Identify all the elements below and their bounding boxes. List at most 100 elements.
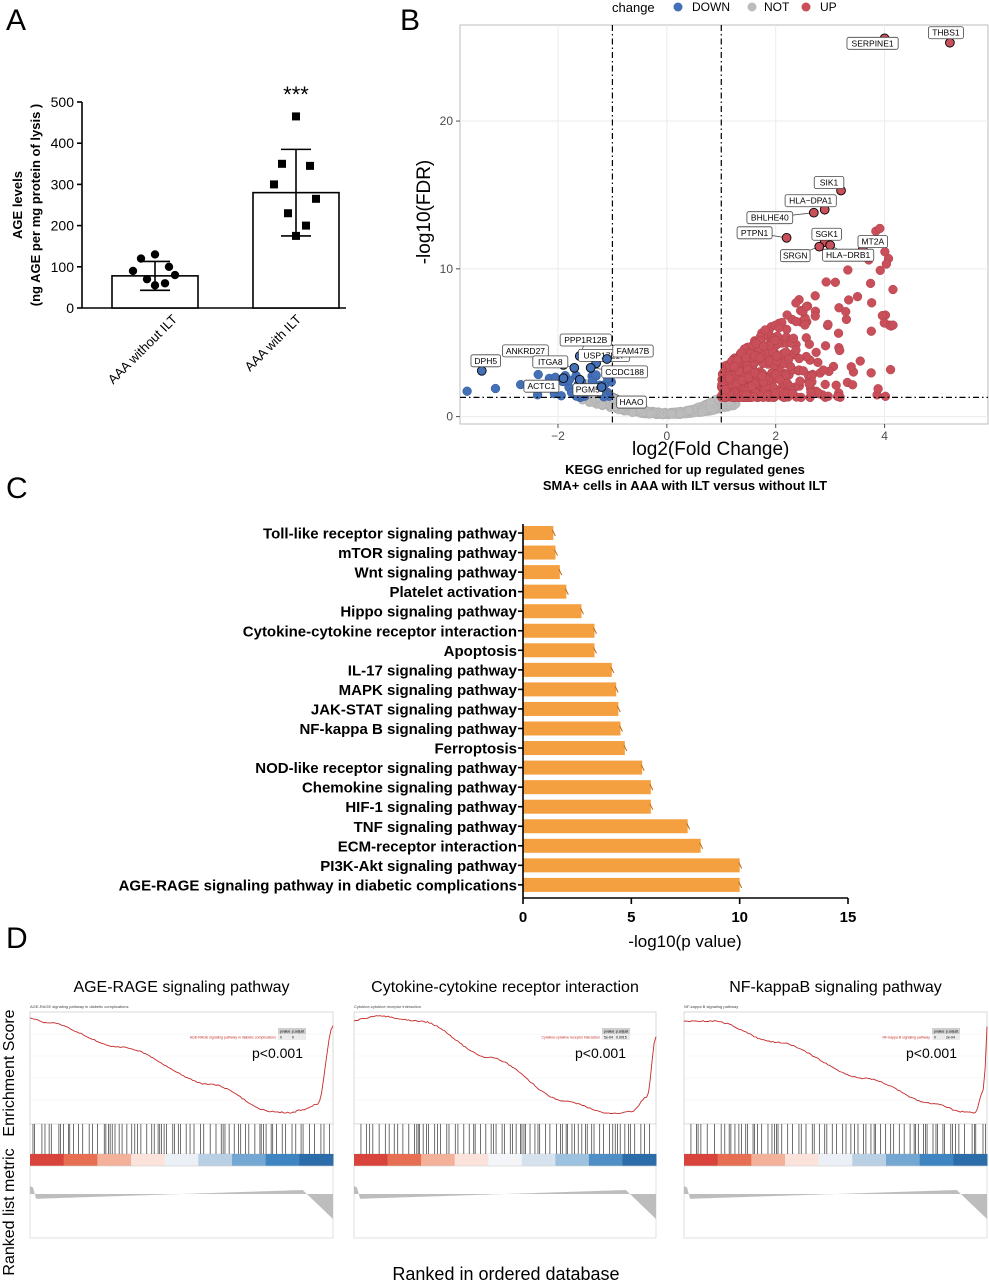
c-bar-errortick-4	[580, 607, 584, 615]
d-table-row-name-1: Cytokine-cytokine receptor interaction	[541, 1036, 600, 1040]
d-inner-title-1: Cytokine-cytokine receptor interaction	[354, 1004, 421, 1009]
d-pvalue-0: p<0.001	[252, 1045, 303, 1061]
c-category-label-12: NOD-like receptor signaling pathway	[255, 760, 517, 777]
b-labeled-point-13	[569, 362, 580, 373]
b-labeled-point-17	[558, 373, 569, 384]
a-y-tick-label-1: 100	[51, 259, 75, 275]
c-bar-errortick-2	[558, 568, 563, 576]
c-bar-18	[523, 877, 740, 892]
b-label-box-3	[784, 194, 837, 208]
c-bars: Toll-like receptor signaling pathway mTOR…	[119, 526, 743, 894]
b-point-label-10: DPH5	[474, 356, 497, 366]
b-point-label-15: FAM47B	[617, 346, 650, 356]
b-point-up	[804, 339, 814, 349]
d-heat-cell-1-5	[521, 1154, 556, 1166]
b-point-label-17: ACTC1	[527, 381, 555, 391]
b-point-label-7: SRGN	[783, 251, 808, 261]
c-bar-errortick-5	[593, 627, 597, 634]
b-point-up	[841, 307, 851, 317]
b-point-down	[533, 369, 543, 380]
c-bar-errortick-6	[593, 647, 597, 654]
a-point-1-7	[292, 231, 300, 240]
d-table-cell-1-2: 2e-04	[946, 1036, 955, 1040]
b-label-box-6	[811, 227, 842, 241]
c-bar-errortick-17	[738, 862, 743, 869]
b-grid	[460, 25, 988, 424]
b-point-up	[843, 265, 853, 275]
b-point-up	[804, 379, 814, 389]
c-category-label-2: Wnt signaling pathway	[354, 565, 517, 582]
panel-letter-c: C	[6, 472, 28, 505]
b-point-up	[787, 388, 797, 399]
b-point-up	[873, 384, 883, 394]
c-bar-errortick-8	[614, 686, 619, 693]
b-point-up	[806, 387, 816, 398]
b-point-not	[705, 397, 715, 407]
d-barcode-2	[683, 1123, 988, 1155]
a-point-0-3	[128, 266, 138, 276]
a-y-tick-label-5: 500	[51, 94, 75, 110]
c-bar-15	[523, 819, 688, 834]
d-x-axis-label: Ranked in ordered database	[392, 1264, 619, 1284]
a-point-1-0	[292, 112, 300, 121]
b-label-box-4	[746, 211, 794, 225]
b-x-tick-label-1: 0	[664, 429, 671, 443]
d-barcode-frame-2	[683, 1123, 988, 1155]
b-point-cloud	[462, 223, 898, 420]
b-point-up	[833, 328, 844, 338]
d-plot-2: NF-kappaB signaling pathway NF-kappa B si…	[683, 979, 988, 1239]
d-heat-cell-0-0	[30, 1154, 65, 1166]
b-point-up	[831, 380, 841, 390]
a-y-tick-label-3: 300	[51, 176, 75, 192]
b-ticks: −2 0 2 4 0 10 20	[440, 114, 889, 443]
c-bar-errortick-3	[564, 588, 569, 595]
b-point-not	[628, 408, 637, 417]
b-point-up	[741, 352, 751, 363]
b-point-up	[888, 284, 898, 295]
b-point-not	[667, 409, 676, 419]
c-category-label-14: HIF-1 signaling pathway	[345, 799, 517, 816]
b-legend-label-up: UP	[820, 0, 837, 14]
b-point-up	[737, 375, 747, 386]
d-heat-cell-0-3	[131, 1154, 166, 1166]
a-point-0-7	[150, 281, 160, 290]
b-point-label-3: HLA−DPA1	[789, 196, 832, 206]
d-barcode-1	[353, 1123, 657, 1155]
c-category-label-18: AGE-RAGE signaling pathway in diabetic c…	[119, 877, 517, 894]
d-heat-strip-1	[354, 1154, 657, 1166]
b-label-box-16	[601, 365, 648, 379]
b-point-up	[771, 351, 782, 361]
c-bar-9	[523, 701, 619, 716]
b-point-up	[852, 291, 863, 302]
d-table-cell-0-2: 0	[934, 1036, 936, 1040]
b-label-box-19	[616, 395, 647, 409]
c-bar-errortick-1	[554, 549, 558, 556]
a-point-0-4	[170, 270, 180, 280]
a-significance-marker: ***	[283, 82, 309, 107]
b-point-up	[801, 301, 812, 312]
panel-a: A 0 100 200 300 400 500 AGE levels (ng AGE pe…	[6, 4, 346, 387]
d-heat-cell-2-0	[684, 1154, 719, 1166]
d-rank-frame-0	[29, 1165, 334, 1239]
b-x-tick-label-0: −2	[551, 429, 565, 443]
d-heat-cell-1-8	[622, 1154, 657, 1166]
d-heat-cell-2-6	[886, 1154, 921, 1166]
a-point-1-5	[284, 209, 292, 218]
d-table-head-bg-1	[602, 1028, 630, 1034]
b-label-box-11	[502, 344, 549, 358]
d-heat-cell-2-1	[717, 1154, 752, 1166]
d-heat-cell-2-5	[852, 1154, 887, 1166]
c-bar-errortick-9	[616, 705, 621, 713]
b-legend-label-down: DOWN	[692, 0, 730, 14]
c-bar-4	[523, 604, 582, 619]
b-point-up	[855, 356, 865, 366]
b-point-not	[697, 407, 707, 417]
c-category-label-11: Ferroptosis	[434, 741, 517, 758]
b-label-box-8	[857, 235, 889, 249]
b-point-up	[867, 298, 877, 308]
a-y-tick-label-0: 0	[66, 300, 74, 316]
d-y-label-enrichment: Enrichment Score	[1, 1009, 18, 1136]
b-point-label-4: BHLHE40	[751, 213, 789, 223]
b-point-up	[810, 311, 820, 321]
